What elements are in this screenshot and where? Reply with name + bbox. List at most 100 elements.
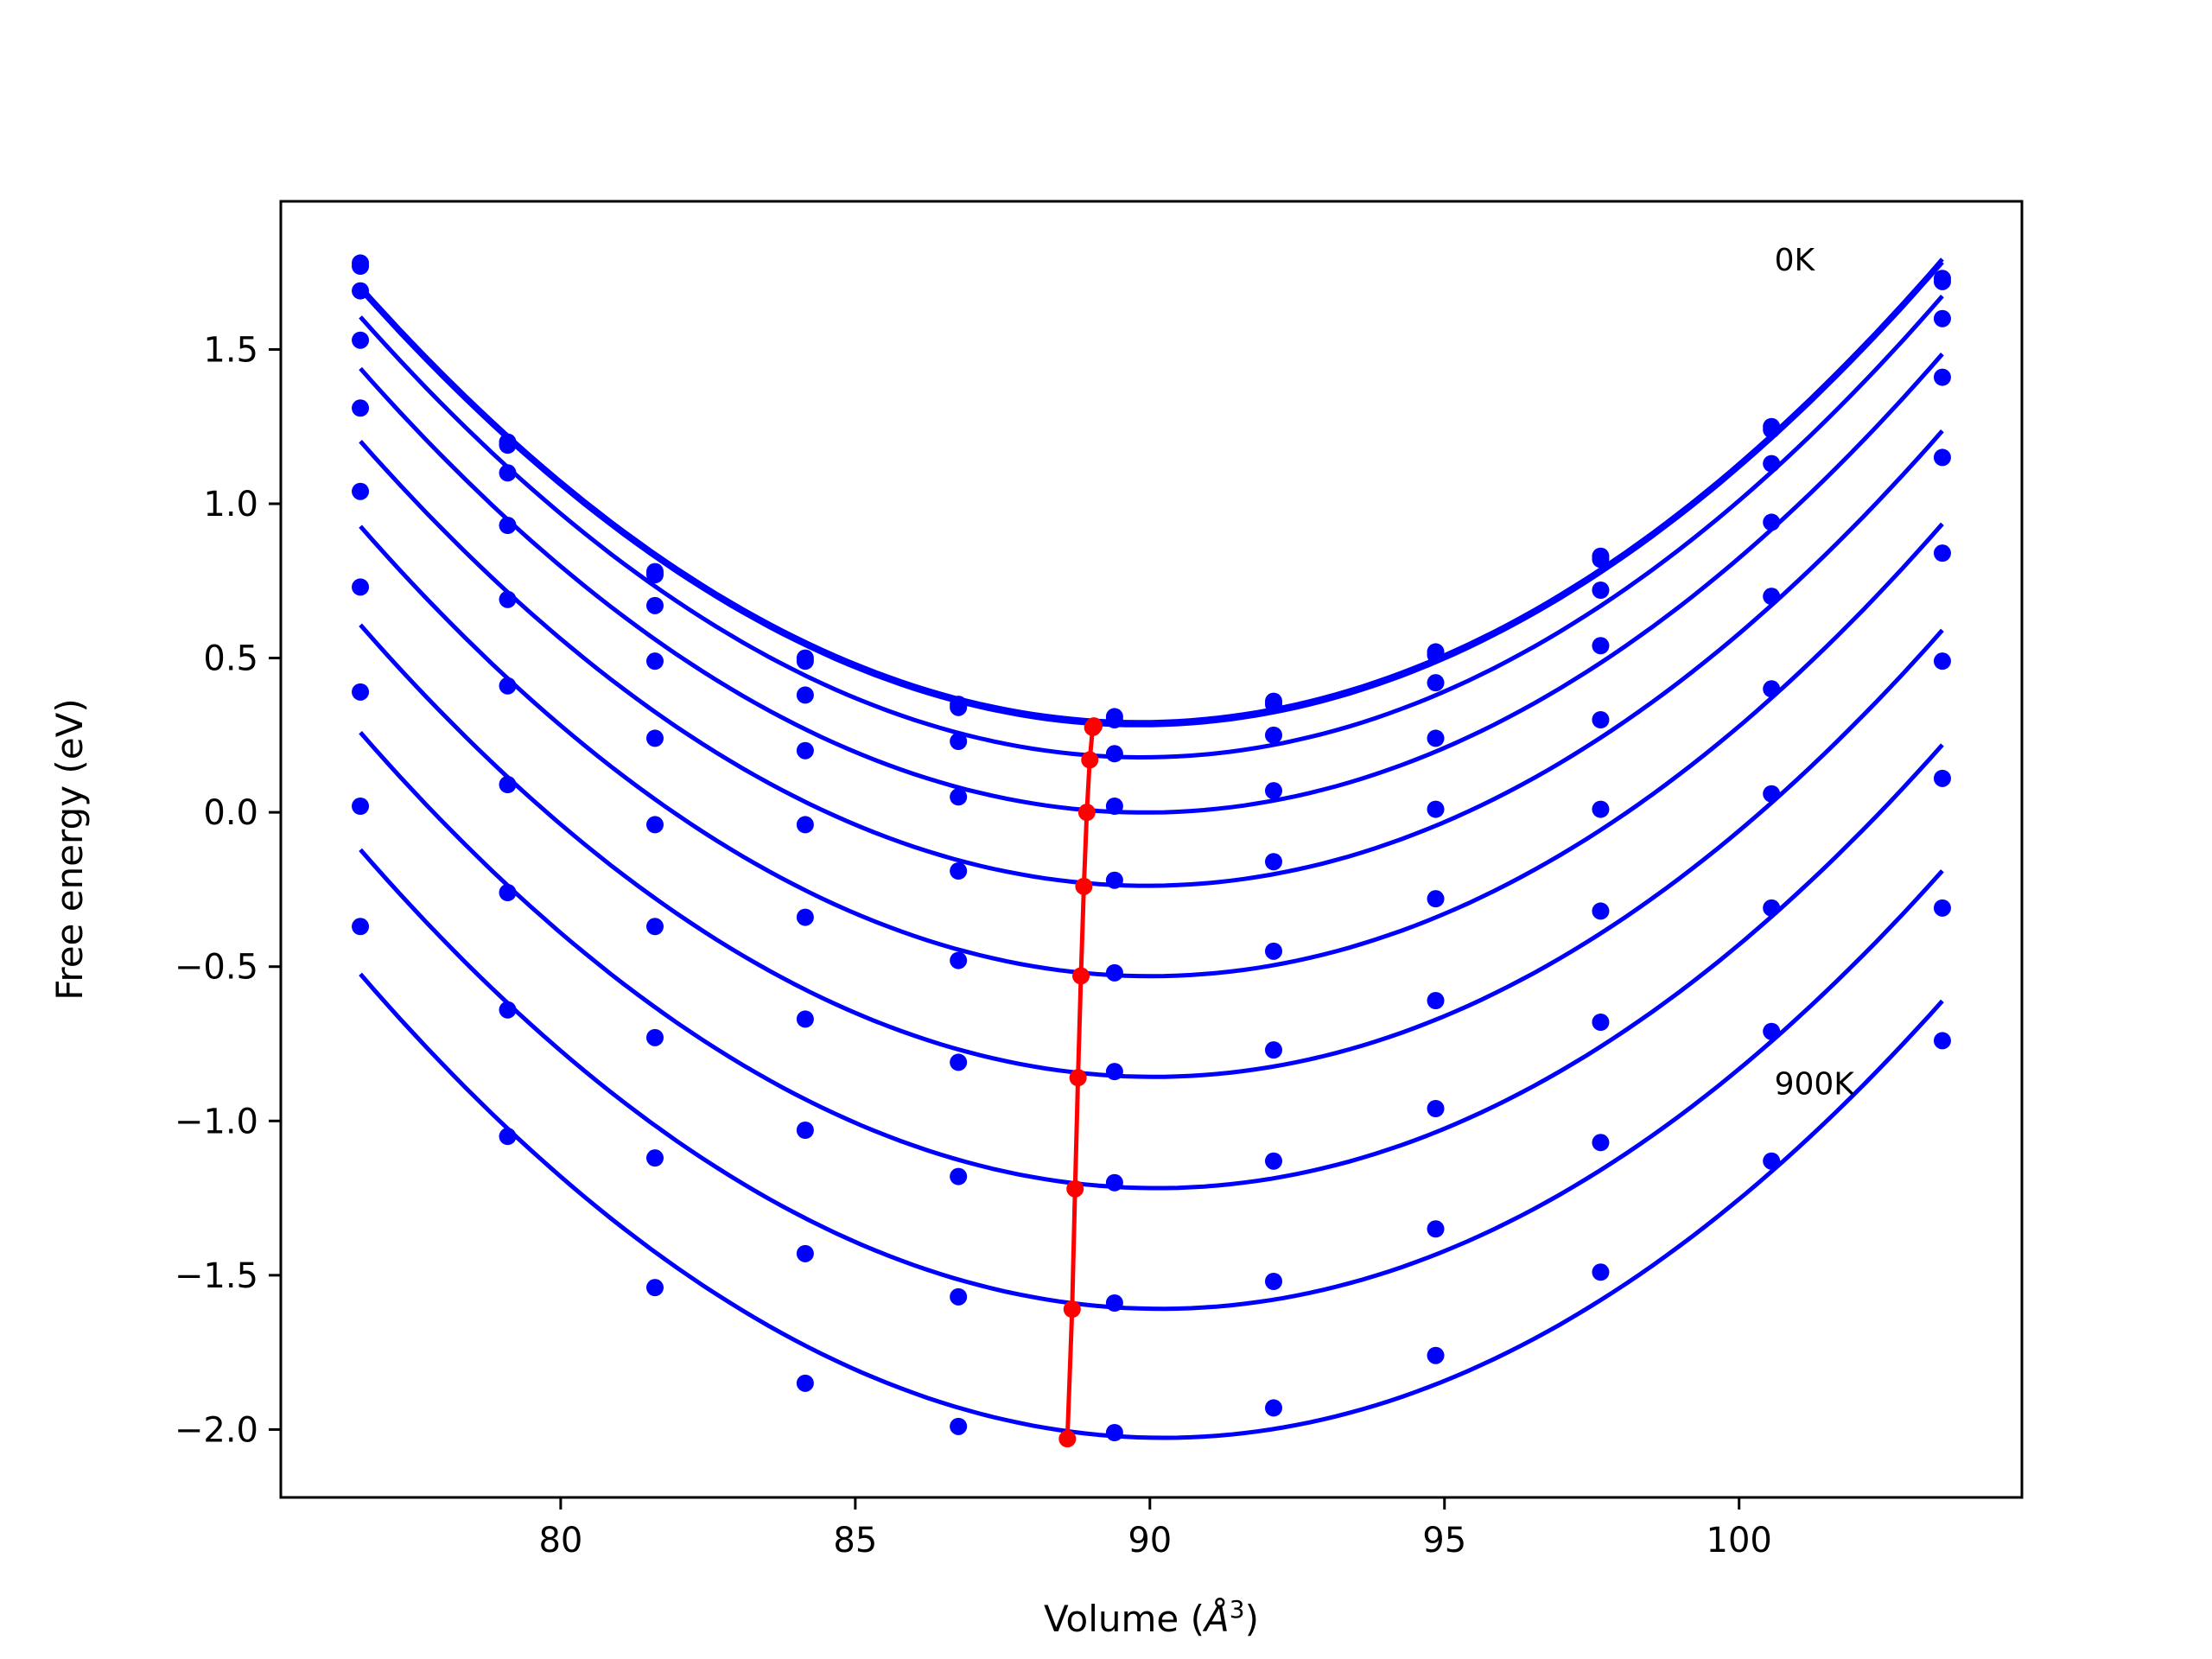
minima-line xyxy=(1065,724,1096,1440)
data-point-s3-2 xyxy=(499,464,517,482)
data-point-s8-8 xyxy=(1427,1100,1445,1117)
data-point-s2-10 xyxy=(1763,421,1781,439)
data-point-s3-5 xyxy=(950,733,968,750)
curves-layer xyxy=(359,257,1944,1440)
y-tick-label-1: −1.5 xyxy=(175,1256,258,1296)
data-point-s10-8 xyxy=(1427,1346,1445,1364)
minimum-point-2 xyxy=(1084,718,1102,736)
x-axis-label-unit: Å xyxy=(1202,1597,1230,1640)
y-tick-label-4: 0.0 xyxy=(203,793,258,833)
data-point-s2-2 xyxy=(499,436,517,454)
data-point-s6-5 xyxy=(950,951,968,969)
x-axis-label: Volume (Å3) xyxy=(1044,1595,1259,1640)
data-point-s4-8 xyxy=(1427,729,1445,747)
data-point-s7-1 xyxy=(352,578,370,596)
data-point-s10-6 xyxy=(1105,1424,1123,1441)
minimum-point-7 xyxy=(1069,1069,1087,1087)
data-point-s9-1 xyxy=(352,798,370,815)
series-line-8 xyxy=(359,731,1944,1191)
data-point-s9-11 xyxy=(1933,899,1951,917)
data-point-s4-1 xyxy=(352,331,370,349)
data-point-s6-6 xyxy=(1105,963,1123,982)
data-point-s8-11 xyxy=(1933,769,1951,787)
data-point-s6-3 xyxy=(646,816,664,834)
data-point-s8-9 xyxy=(1592,1014,1610,1031)
data-point-s5-8 xyxy=(1427,800,1445,818)
data-point-s10-4 xyxy=(796,1374,814,1392)
data-point-s5-9 xyxy=(1592,711,1610,728)
data-point-s9-10 xyxy=(1763,1022,1781,1040)
data-point-s7-5 xyxy=(950,1053,968,1071)
data-point-s9-5 xyxy=(950,1287,968,1306)
data-point-s7-2 xyxy=(499,776,517,793)
series-line-5 xyxy=(359,429,1944,888)
data-point-s2-9 xyxy=(1592,550,1610,569)
series-line-9 xyxy=(359,848,1944,1312)
x-tick-label-95: 95 xyxy=(1422,1521,1466,1560)
data-point-s4-3 xyxy=(646,652,664,671)
data-point-s6-9 xyxy=(1592,800,1610,818)
data-point-s4-9 xyxy=(1592,637,1610,655)
data-point-s6-8 xyxy=(1427,890,1445,908)
data-point-s4-4 xyxy=(796,741,814,760)
data-point-s10-2 xyxy=(499,1128,517,1146)
data-point-s9-3 xyxy=(646,1149,664,1167)
data-point-s9-9 xyxy=(1592,1134,1610,1152)
data-point-s3-9 xyxy=(1592,582,1610,599)
data-point-s9-7 xyxy=(1264,1273,1282,1290)
data-point-s3-1 xyxy=(352,282,370,300)
data-point-s5-7 xyxy=(1264,853,1282,871)
data-point-s7-3 xyxy=(646,918,664,936)
y-axis-label: Free energy (eV) xyxy=(48,698,91,1001)
data-point-s4-11 xyxy=(1933,368,1951,386)
data-point-s4-10 xyxy=(1763,513,1781,531)
data-point-s10-11 xyxy=(1933,1032,1951,1050)
data-point-s10-5 xyxy=(950,1417,968,1435)
data-point-s8-6 xyxy=(1105,1173,1123,1192)
minimum-point-8 xyxy=(1066,1179,1084,1198)
data-point-s8-10 xyxy=(1763,899,1781,917)
data-point-s8-3 xyxy=(646,1028,664,1046)
data-point-s3-8 xyxy=(1427,674,1445,692)
data-point-s7-11 xyxy=(1933,652,1951,671)
annotations-layer: 0K 900K xyxy=(1775,243,1856,1103)
data-point-s5-1 xyxy=(352,399,370,417)
series-line-10 xyxy=(359,972,1944,1440)
data-point-s4-5 xyxy=(950,788,968,806)
data-point-s3-6 xyxy=(1105,745,1123,763)
series-line-3 xyxy=(359,294,1944,760)
data-point-s8-4 xyxy=(796,1122,814,1139)
data-point-s3-10 xyxy=(1763,454,1781,473)
data-point-s2-3 xyxy=(646,566,664,584)
data-point-s5-5 xyxy=(950,862,968,880)
minimum-point-9 xyxy=(1063,1300,1081,1319)
data-point-s7-8 xyxy=(1427,992,1445,1009)
data-point-s5-6 xyxy=(1105,871,1123,889)
data-point-s2-8 xyxy=(1427,646,1445,664)
data-point-s10-1 xyxy=(352,918,370,936)
series-line-1 xyxy=(359,257,1944,725)
data-point-s3-7 xyxy=(1264,726,1282,744)
data-point-s6-2 xyxy=(499,677,517,695)
data-point-s6-7 xyxy=(1264,942,1282,960)
data-point-s9-4 xyxy=(796,1244,814,1262)
data-point-s7-6 xyxy=(1105,1063,1123,1081)
data-point-s5-3 xyxy=(646,729,664,747)
data-point-s8-5 xyxy=(950,1167,968,1185)
data-point-s4-7 xyxy=(1264,782,1282,800)
data-point-s4-2 xyxy=(499,517,517,534)
x-axis-label-exponent: 3 xyxy=(1230,1595,1245,1624)
data-point-s10-7 xyxy=(1264,1399,1282,1417)
annotation-900k: 900K xyxy=(1775,1066,1856,1102)
minimum-point-4 xyxy=(1077,804,1096,822)
data-point-s9-8 xyxy=(1427,1220,1445,1238)
minimum-point-6 xyxy=(1072,967,1090,985)
points-layer xyxy=(352,254,1951,1441)
data-point-s8-1 xyxy=(352,683,370,701)
data-point-s10-9 xyxy=(1592,1263,1610,1281)
x-axis-label-text: Volume ( xyxy=(1044,1598,1205,1640)
annotation-0k: 0K xyxy=(1775,243,1816,278)
data-point-s3-3 xyxy=(646,596,664,614)
data-point-s2-1 xyxy=(352,257,370,275)
